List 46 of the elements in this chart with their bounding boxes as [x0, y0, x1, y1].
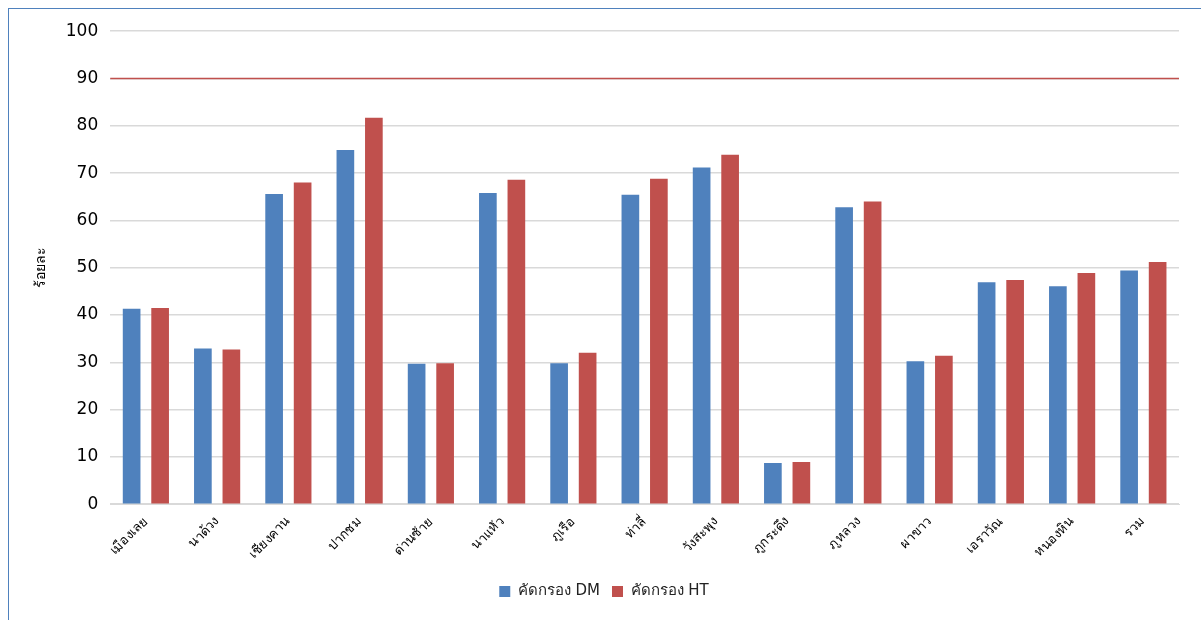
bar [436, 363, 454, 504]
y-tick-label: 0 [87, 492, 99, 513]
bar [479, 192, 497, 504]
bar [122, 308, 141, 504]
bar [650, 178, 668, 504]
bar [336, 149, 355, 504]
y-tick-label: 100 [65, 19, 99, 40]
legend-label: คัดกรอง HT [630, 581, 710, 600]
bar [792, 462, 811, 504]
x-tick-label: ภูเรือ [547, 513, 579, 545]
y-tick-label: 40 [76, 303, 99, 324]
y-tick-label: 80 [76, 114, 99, 135]
bar [507, 179, 526, 504]
legend-label: คัดกรอง DM [517, 581, 601, 600]
y-tick-label: 90 [76, 66, 99, 87]
bar [1049, 286, 1067, 504]
bar [151, 307, 169, 504]
bar [863, 201, 882, 504]
bar [977, 282, 996, 504]
bar [835, 207, 853, 504]
bar [578, 352, 597, 504]
y-tick-label: 20 [76, 398, 99, 419]
bar [265, 193, 283, 504]
bar [1077, 272, 1096, 504]
x-tick-label: รวม [1121, 513, 1148, 541]
bar [721, 154, 739, 504]
bar [293, 182, 312, 504]
bar [1006, 280, 1024, 504]
bar [692, 167, 711, 504]
bar [550, 363, 568, 504]
bar [1148, 262, 1167, 504]
y-tick-label: 30 [76, 350, 99, 371]
bar [621, 194, 640, 504]
y-tick-label: 70 [76, 161, 99, 182]
y-tick-label: 50 [76, 256, 99, 277]
bar [407, 363, 426, 504]
bar [935, 355, 953, 504]
y-tick-label: 10 [76, 445, 99, 466]
y-tick-label: 60 [76, 208, 99, 229]
bar [906, 361, 925, 504]
bar [222, 349, 241, 504]
y-axis-title: ร้อยละ [32, 247, 49, 289]
bar [1120, 270, 1138, 504]
bar [194, 348, 212, 504]
bar [365, 117, 383, 504]
bar [764, 463, 782, 504]
